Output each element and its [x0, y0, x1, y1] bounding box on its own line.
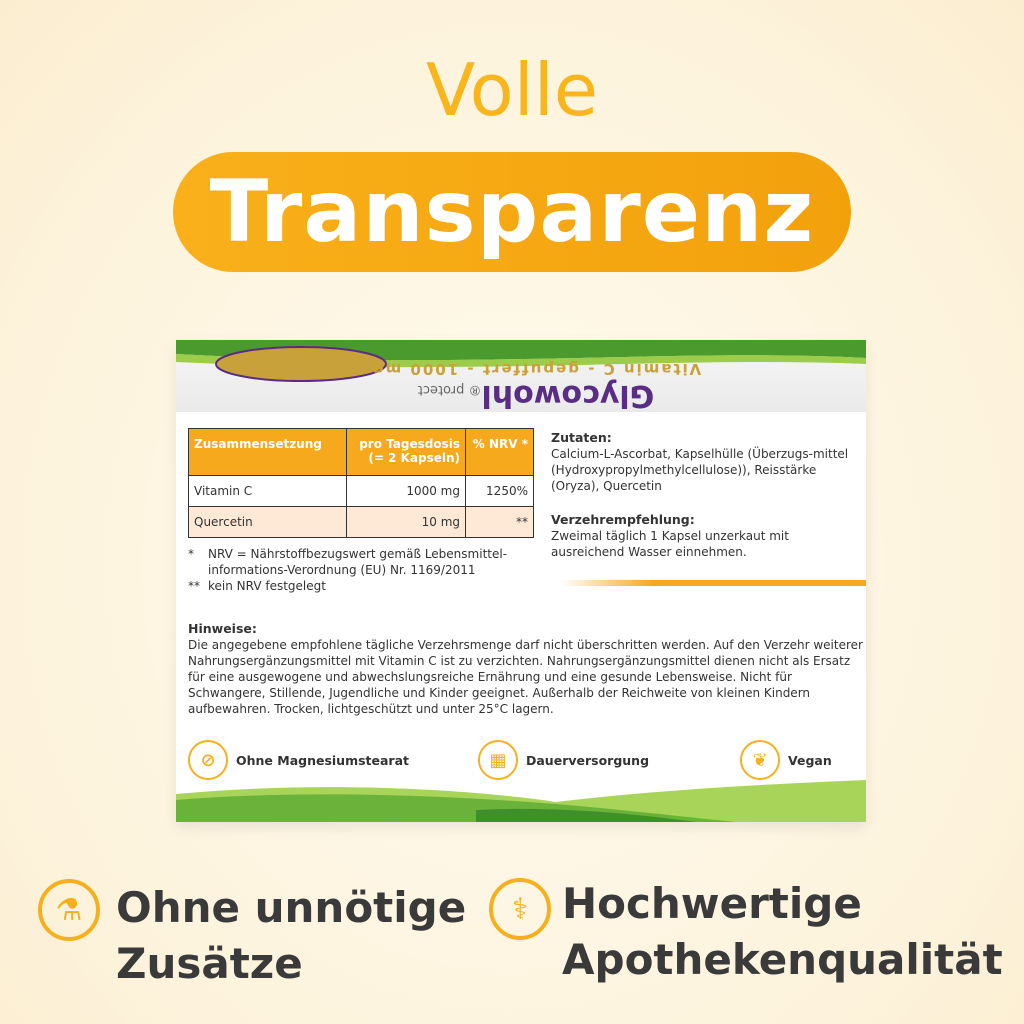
box-lid: Glycowohl® protect Vitamin C - gepuffert… [176, 340, 866, 412]
table-cell: 1250% [465, 475, 534, 507]
benefit-item: ⚗ [38, 879, 100, 941]
notes-title: Hinweise: [188, 621, 257, 636]
notes: Hinweise: Die angegebene empfohlene tägl… [188, 621, 866, 717]
feature-label: Dauerversorgung [526, 752, 650, 768]
headline-pill-text: Transparenz [209, 162, 815, 262]
composition-table: Zusammensetzung pro Tagesdosis (= 2 Kaps… [188, 428, 534, 538]
leaf-icon: ❦ [740, 740, 780, 780]
table-row: Quercetin 10 mg ** [188, 506, 534, 538]
footnote: kein NRV festgelegt [208, 579, 326, 593]
table-cell: Vitamin C [188, 475, 347, 507]
bottom-green-wave [176, 780, 866, 822]
dosage-title: Verzehrempfehlung: [551, 512, 695, 527]
brand-sub: protect [417, 382, 465, 397]
feature-item: ▦ Dauerversorgung [478, 740, 649, 780]
dosage-text: Zweimal täglich 1 Kapsel unzerkaut mit a… [551, 529, 789, 559]
headline-pill: Transparenz [173, 152, 851, 272]
table-header: % NRV * [465, 428, 534, 476]
benefit-line: Ohne unnötige [116, 883, 467, 932]
table-header: pro Tagesdosis (= 2 Kapseln) [346, 428, 466, 476]
table-cell: 10 mg [346, 506, 466, 538]
feature-label: Ohne Magnesiumstearat [236, 752, 410, 768]
table-cell: 1000 mg [346, 475, 466, 507]
table-cell: Quercetin [188, 506, 347, 538]
ingredients-text: Calcium-L-Ascorbat, Kapselhülle (Überzug… [551, 447, 849, 493]
feature-item: ❦ Vegan [740, 740, 832, 780]
headline-top: Volle [425, 48, 599, 132]
benefit-text: Ohne unnötige Zusätze [116, 880, 466, 992]
table-header: Zusammensetzung [188, 428, 347, 476]
notes-text: Die angegebene empfohlene tägliche Verze… [188, 638, 863, 716]
benefit-item: ⚕ [489, 878, 551, 940]
feature-item: ⊘ Ohne Magnesiumstearat [188, 740, 409, 780]
benefit-line: Zusätze [116, 939, 303, 988]
benefit-line: Apothekenqualität [562, 935, 1003, 984]
benefit-line: Hochwertige [562, 879, 862, 928]
orange-divider [561, 580, 866, 586]
lid-green-stripe [176, 340, 866, 382]
pharmacy-icon: ⚕ [489, 878, 551, 940]
table-row: Vitamin C 1000 mg 1250% [188, 475, 534, 507]
footnote-mark: ** [188, 579, 200, 593]
product-box: Glycowohl® protect Vitamin C - gepuffert… [176, 340, 866, 822]
no-molecule-icon: ⊘ [188, 740, 228, 780]
no-flask-icon: ⚗ [38, 879, 100, 941]
brand-name: Glycowohl [481, 378, 655, 412]
footnote: NRV = Nährstoffbezugswert gemäß Lebensmi… [208, 547, 508, 577]
ingredients-title: Zutaten: [551, 430, 612, 445]
calendar-icon: ▦ [478, 740, 518, 780]
brand-block: Glycowohl® protect Vitamin C - gepuffert… [236, 360, 836, 412]
table-header-row: Zusammensetzung pro Tagesdosis (= 2 Kaps… [188, 428, 534, 476]
footnote-mark: * [188, 547, 194, 561]
brand-tagline: Vitamin C - gepuffert - 1000 mg [370, 360, 702, 378]
ingredients: Zutaten: Calcium-L-Ascorbat, Kapselhülle… [551, 430, 851, 560]
feature-label: Vegan [788, 752, 832, 768]
table-cell: ** [465, 506, 534, 538]
benefit-text: Hochwertige Apothekenqualität [562, 876, 1003, 988]
footnotes: * NRV = Nährstoffbezugswert gemäß Lebensm… [188, 546, 528, 594]
